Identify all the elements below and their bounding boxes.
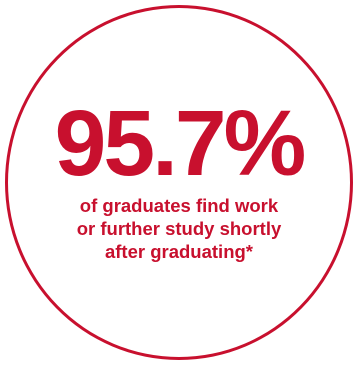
caption-line-1: of graduates find work bbox=[79, 194, 279, 216]
stat-caption: of graduates find work or further study … bbox=[77, 194, 282, 263]
caption-line-3: after graduating* bbox=[104, 240, 254, 262]
stat-value: 95.7% bbox=[54, 90, 307, 195]
circle-outline bbox=[5, 5, 353, 360]
caption-line-2: or further study shortly bbox=[76, 217, 282, 239]
